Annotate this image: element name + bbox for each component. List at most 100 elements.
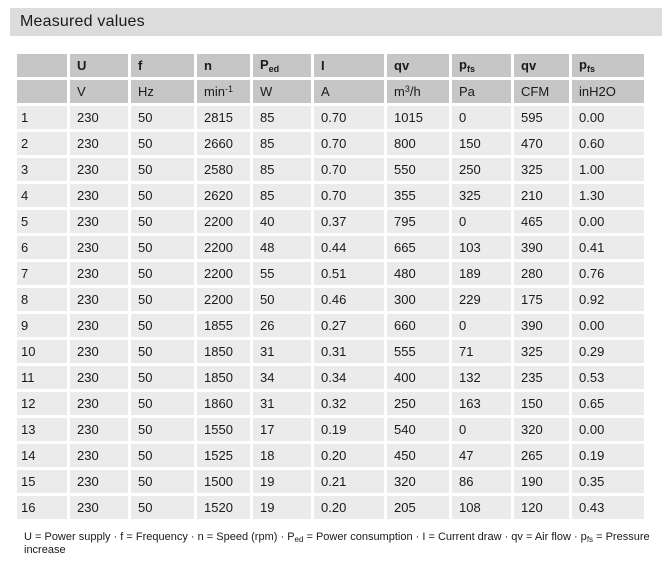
table-row: 9 230 50 1855 26 0.27 660 0 390 0.00 <box>17 314 644 337</box>
table-cell: 189 <box>452 262 511 285</box>
col-header-index <box>17 54 67 77</box>
table-cell: 5 <box>17 210 67 233</box>
table-cell: 0.00 <box>572 314 644 337</box>
table-cell: 0.51 <box>314 262 384 285</box>
table-cell: 230 <box>70 314 128 337</box>
col-header-pressure-metric: pfs <box>452 54 511 77</box>
table-cell: 0 <box>452 418 511 441</box>
table-cell: 230 <box>70 132 128 155</box>
table-cell: 6 <box>17 236 67 259</box>
table-row: 2 230 50 2660 85 0.70 800 150 470 0.60 <box>17 132 644 155</box>
table-cell: 85 <box>253 158 311 181</box>
table-cell: 0.32 <box>314 392 384 415</box>
col-header-frequency: f <box>131 54 194 77</box>
table-row: 11 230 50 1850 34 0.34 400 132 235 0.53 <box>17 366 644 389</box>
table-cell: 47 <box>452 444 511 467</box>
table-cell: 0.19 <box>572 444 644 467</box>
table-cell: 103 <box>452 236 511 259</box>
table-cell: 550 <box>387 158 449 181</box>
table-cell: 230 <box>70 366 128 389</box>
table-cell: 0.76 <box>572 262 644 285</box>
table-cell: 50 <box>253 288 311 311</box>
table-row: 14 230 50 1525 18 0.20 450 47 265 0.19 <box>17 444 644 467</box>
table-cell: 660 <box>387 314 449 337</box>
table-cell: 0.19 <box>314 418 384 441</box>
measured-values-table: U f n Ped I qv pfs qv pfs V Hz min-1 W A… <box>14 51 647 522</box>
table-cell: 0.35 <box>572 470 644 493</box>
unit-cell-hertz: Hz <box>131 80 194 103</box>
table-cell: 230 <box>70 184 128 207</box>
table-cell: 50 <box>131 444 194 467</box>
table-cell: 50 <box>131 106 194 129</box>
table-cell: 325 <box>514 340 569 363</box>
table-cell: 50 <box>131 288 194 311</box>
table-cell: 31 <box>253 340 311 363</box>
table-cell: 0 <box>452 314 511 337</box>
table-row: 3 230 50 2580 85 0.70 550 250 325 1.00 <box>17 158 644 181</box>
table-cell: 50 <box>131 184 194 207</box>
table-cell: 55 <box>253 262 311 285</box>
table-cell: 280 <box>514 262 569 285</box>
table-row: 5 230 50 2200 40 0.37 795 0 465 0.00 <box>17 210 644 233</box>
table-cell: 2815 <box>197 106 250 129</box>
table-cell: 2660 <box>197 132 250 155</box>
table-cell: 665 <box>387 236 449 259</box>
table-cell: 210 <box>514 184 569 207</box>
table-cell: 50 <box>131 340 194 363</box>
table-cell: 205 <box>387 496 449 519</box>
table-cell: 0 <box>452 106 511 129</box>
table-cell: 595 <box>514 106 569 129</box>
unit-cell-amps: A <box>314 80 384 103</box>
unit-cell-watts: W <box>253 80 311 103</box>
table-cell: 230 <box>70 106 128 129</box>
col-header-current: I <box>314 54 384 77</box>
table-units-row: V Hz min-1 W A m3/h Pa CFM inH2O <box>17 80 644 103</box>
table-cell: 1 <box>17 106 67 129</box>
table-row: 16 230 50 1520 19 0.20 205 108 120 0.43 <box>17 496 644 519</box>
table-row: 7 230 50 2200 55 0.51 480 189 280 0.76 <box>17 262 644 285</box>
table-cell: 1850 <box>197 340 250 363</box>
table-cell: 0.37 <box>314 210 384 233</box>
table-cell: 0.70 <box>314 158 384 181</box>
table-cell: 450 <box>387 444 449 467</box>
table-row: 10 230 50 1850 31 0.31 555 71 325 0.29 <box>17 340 644 363</box>
table-cell: 400 <box>387 366 449 389</box>
col-header-voltage: U <box>70 54 128 77</box>
table-cell: 265 <box>514 444 569 467</box>
table-cell: 480 <box>387 262 449 285</box>
table-cell: 1550 <box>197 418 250 441</box>
table-header-row: U f n Ped I qv pfs qv pfs <box>17 54 644 77</box>
table-cell: 15 <box>17 470 67 493</box>
table-cell: 11 <box>17 366 67 389</box>
unit-cell-rpm: min-1 <box>197 80 250 103</box>
table-cell: 2200 <box>197 288 250 311</box>
table-cell: 50 <box>131 392 194 415</box>
table-cell: 230 <box>70 236 128 259</box>
table-cell: 0.70 <box>314 132 384 155</box>
table-cell: 2620 <box>197 184 250 207</box>
table-cell: 2200 <box>197 262 250 285</box>
table-cell: 108 <box>452 496 511 519</box>
table-cell: 0.60 <box>572 132 644 155</box>
table-cell: 50 <box>131 236 194 259</box>
table-cell: 230 <box>70 444 128 467</box>
col-header-pressure-imperial: pfs <box>572 54 644 77</box>
table-cell: 325 <box>514 158 569 181</box>
table-cell: 250 <box>387 392 449 415</box>
table-cell: 0.29 <box>572 340 644 363</box>
table-cell: 0.41 <box>572 236 644 259</box>
table-row: 4 230 50 2620 85 0.70 355 325 210 1.30 <box>17 184 644 207</box>
table-cell: 18 <box>253 444 311 467</box>
table-cell: 230 <box>70 210 128 233</box>
table-cell: 150 <box>452 132 511 155</box>
table-cell: 50 <box>131 496 194 519</box>
table-cell: 230 <box>70 158 128 181</box>
table-cell: 230 <box>70 288 128 311</box>
table-cell: 1855 <box>197 314 250 337</box>
table-cell: 230 <box>70 496 128 519</box>
unit-cell-inh2o: inH2O <box>572 80 644 103</box>
table-cell: 0.20 <box>314 496 384 519</box>
table-cell: 0.31 <box>314 340 384 363</box>
table-cell: 175 <box>514 288 569 311</box>
col-header-airflow-imperial: qv <box>514 54 569 77</box>
